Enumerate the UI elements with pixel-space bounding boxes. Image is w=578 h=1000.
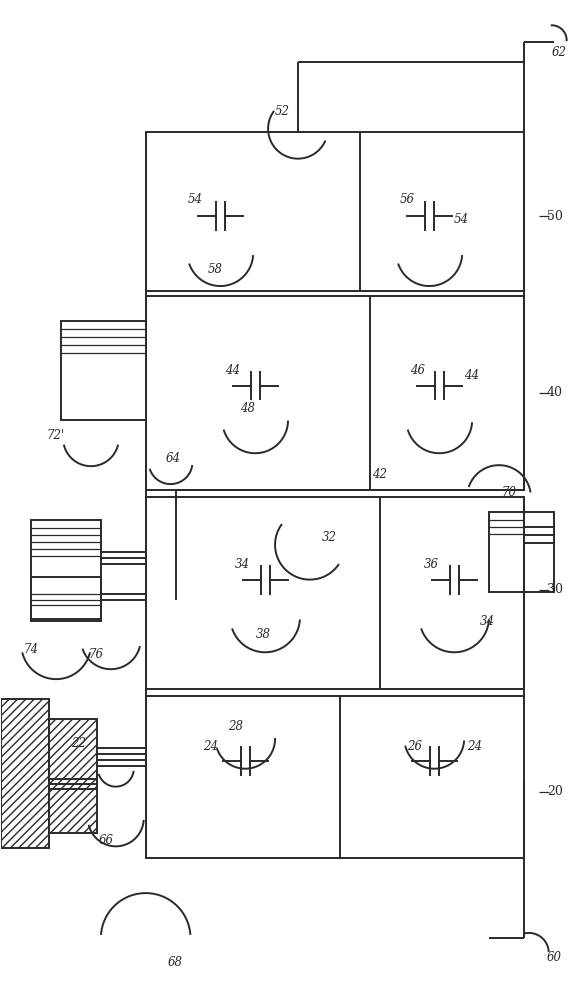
Text: 62: 62 bbox=[551, 46, 566, 59]
Text: 58: 58 bbox=[208, 263, 223, 276]
Text: 76: 76 bbox=[88, 648, 103, 661]
Text: 54: 54 bbox=[454, 213, 469, 226]
Text: 46: 46 bbox=[410, 364, 425, 377]
Text: 72': 72' bbox=[47, 429, 65, 442]
Bar bbox=[146, 497, 524, 689]
Text: 20: 20 bbox=[547, 785, 562, 798]
Text: 52: 52 bbox=[275, 105, 290, 118]
Text: 24: 24 bbox=[203, 740, 218, 753]
Text: 44: 44 bbox=[225, 364, 240, 377]
Text: 60: 60 bbox=[546, 951, 561, 964]
Text: 74: 74 bbox=[24, 643, 39, 656]
Text: 50: 50 bbox=[547, 210, 562, 223]
Text: 64: 64 bbox=[166, 452, 181, 465]
Text: 68: 68 bbox=[168, 956, 183, 969]
Text: 34: 34 bbox=[480, 615, 495, 628]
Text: 40: 40 bbox=[547, 386, 563, 399]
Bar bbox=[1, 699, 49, 848]
Text: 26: 26 bbox=[407, 740, 422, 753]
Text: 66: 66 bbox=[98, 834, 113, 847]
Text: 22: 22 bbox=[72, 737, 87, 750]
Bar bbox=[146, 696, 524, 858]
Text: 44: 44 bbox=[464, 369, 479, 382]
Bar bbox=[489, 512, 524, 592]
Text: 48: 48 bbox=[240, 402, 255, 415]
Text: 24: 24 bbox=[466, 740, 481, 753]
Text: 70: 70 bbox=[502, 486, 516, 499]
Text: 28: 28 bbox=[228, 720, 243, 733]
Bar bbox=[61, 321, 146, 420]
Bar bbox=[31, 577, 101, 621]
Bar bbox=[524, 512, 554, 592]
Text: 54: 54 bbox=[188, 193, 203, 206]
Text: 36: 36 bbox=[424, 558, 439, 571]
Bar bbox=[49, 719, 97, 833]
Bar bbox=[146, 132, 524, 291]
Text: 34: 34 bbox=[235, 558, 250, 571]
Text: 32: 32 bbox=[323, 531, 338, 544]
Text: 56: 56 bbox=[400, 193, 415, 206]
Text: 38: 38 bbox=[255, 628, 271, 641]
Text: 30: 30 bbox=[547, 583, 563, 596]
Bar bbox=[146, 296, 524, 490]
Text: 42: 42 bbox=[372, 468, 387, 481]
Bar bbox=[31, 520, 101, 619]
